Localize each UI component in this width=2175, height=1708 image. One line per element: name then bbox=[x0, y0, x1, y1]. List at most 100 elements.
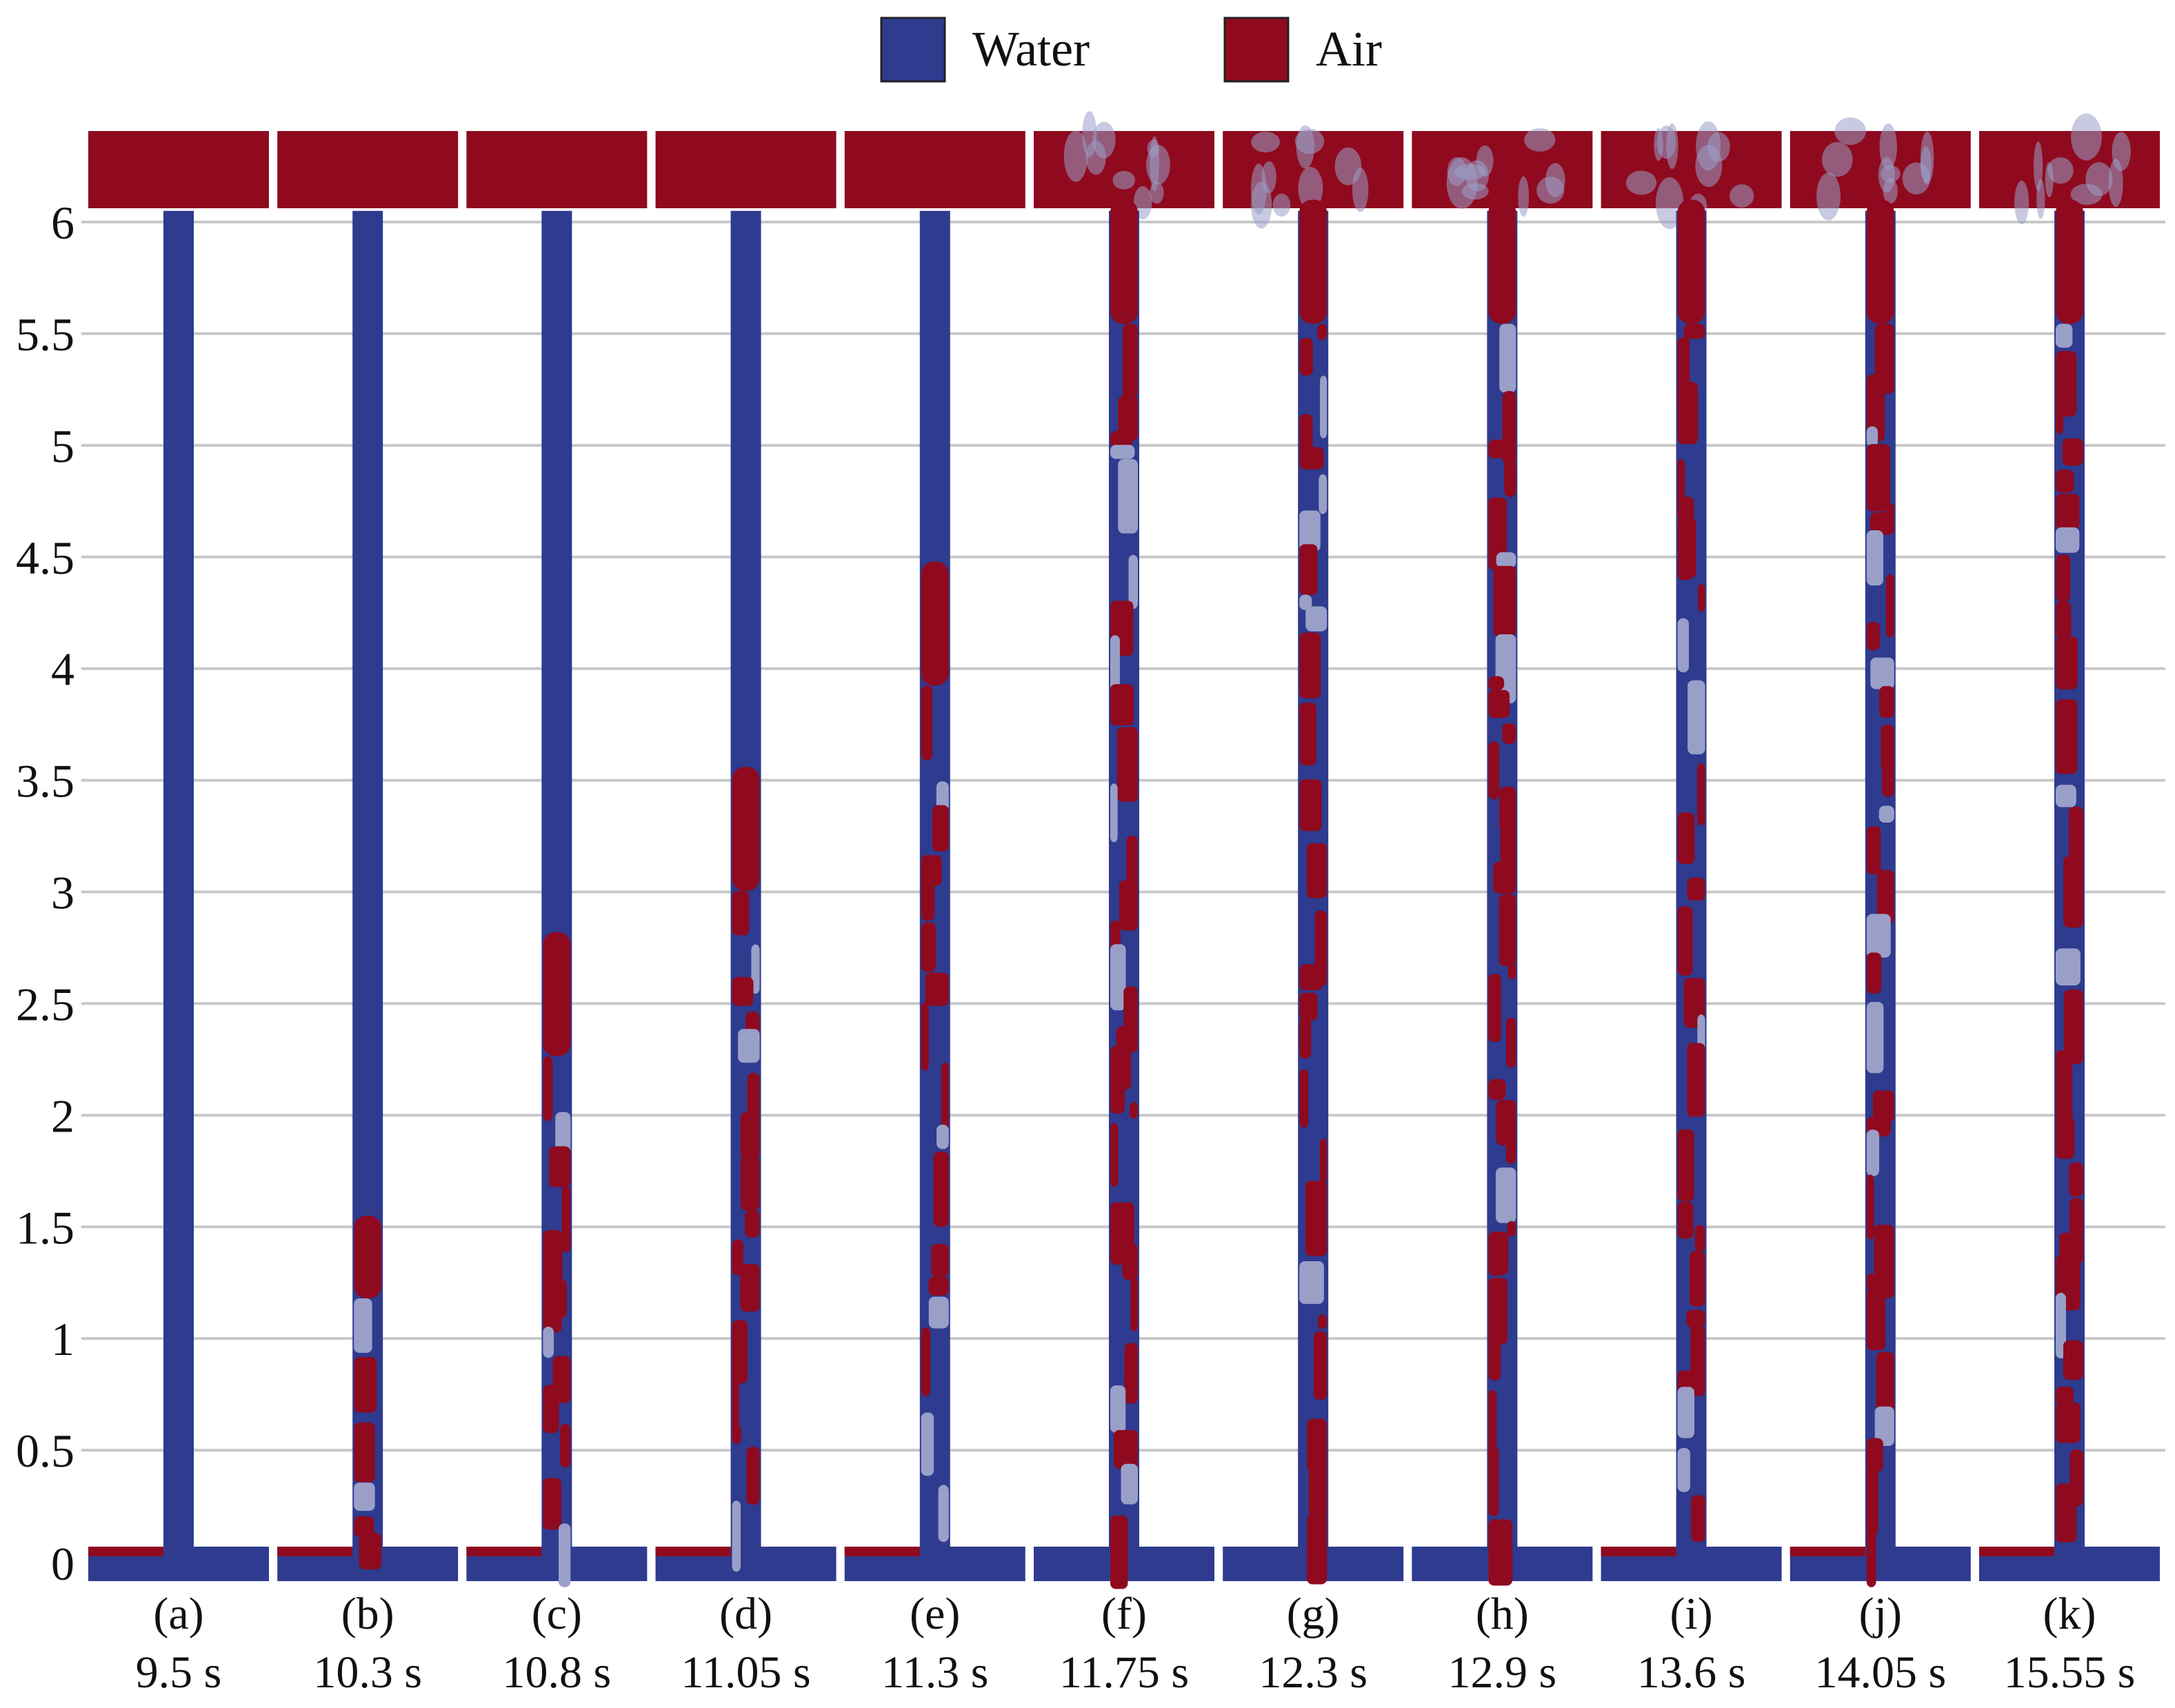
air-pocket bbox=[1110, 445, 1135, 459]
pool-air-layer bbox=[1601, 1547, 1676, 1556]
air-pocket bbox=[354, 1516, 374, 1537]
pool-air-layer bbox=[844, 1547, 920, 1556]
air-pocket bbox=[2056, 785, 2076, 807]
air-pocket bbox=[1677, 812, 1695, 865]
panel-b: (b) 10.3 s bbox=[277, 131, 459, 1698]
air-pocket bbox=[2056, 1117, 2075, 1159]
air-pocket bbox=[359, 1532, 382, 1569]
air-pocket bbox=[1686, 1309, 1705, 1328]
air-pocket bbox=[1110, 1045, 1132, 1090]
legend-water-swatch bbox=[880, 17, 946, 83]
air-pocket bbox=[1872, 1090, 1894, 1123]
air-pocket bbox=[1488, 1519, 1513, 1586]
air-pocket bbox=[1488, 974, 1501, 1043]
air-pocket bbox=[2056, 554, 2071, 601]
y-tick-label: 0 bbox=[51, 1538, 74, 1590]
air-pocket bbox=[1299, 1261, 1324, 1305]
air-pocket bbox=[354, 1356, 377, 1413]
air-pocket bbox=[1113, 1429, 1138, 1469]
air-pocket bbox=[1866, 914, 1891, 958]
panel-time: 10.8 s bbox=[503, 1647, 612, 1698]
air-slug bbox=[921, 561, 949, 686]
air-pocket bbox=[1305, 606, 1327, 632]
air-pocket bbox=[1499, 786, 1516, 832]
air-pocket bbox=[1306, 843, 1327, 898]
air-pocket bbox=[543, 1327, 554, 1358]
mix-streak bbox=[2033, 141, 2043, 192]
air-pocket bbox=[354, 1298, 372, 1354]
panels: (a) 9.5 s (b) 10.3 s (c) 10.8 s (d) 11.05 s (e) 1… bbox=[88, 111, 2160, 1698]
air-pocket bbox=[1866, 1438, 1883, 1472]
mix-streak bbox=[1298, 167, 1323, 210]
air-pocket bbox=[938, 1485, 949, 1543]
panel-c: (c) 10.8 s bbox=[466, 131, 648, 1698]
air-pocket bbox=[932, 805, 949, 852]
air-pocket bbox=[738, 1029, 760, 1063]
air-pocket bbox=[543, 1056, 553, 1121]
legend-air-label: Air bbox=[1316, 21, 1382, 77]
air-slug bbox=[1110, 199, 1138, 324]
panel-label: (a) bbox=[153, 1589, 203, 1639]
mix-streak bbox=[1150, 181, 1164, 204]
air-pocket bbox=[354, 1483, 375, 1511]
air-slug bbox=[543, 932, 571, 1056]
air-pocket bbox=[1885, 574, 1894, 638]
mix-streak bbox=[1334, 147, 1362, 185]
air-pocket bbox=[1488, 1447, 1499, 1516]
air-pocket bbox=[732, 1424, 741, 1445]
air-pocket bbox=[2056, 1050, 2073, 1123]
top-reservoir bbox=[1601, 131, 1782, 208]
air-pocket bbox=[2056, 494, 2080, 530]
air-slug bbox=[1866, 199, 1894, 324]
air-pocket bbox=[1299, 544, 1318, 596]
air-pocket bbox=[1130, 1277, 1138, 1332]
air-pocket bbox=[1317, 1314, 1327, 1329]
air-pocket bbox=[1299, 779, 1322, 832]
air-pocket bbox=[2069, 1162, 2083, 1197]
air-pocket bbox=[1122, 1243, 1138, 1280]
air-pocket bbox=[1504, 460, 1516, 497]
panel-label: (k) bbox=[2043, 1589, 2096, 1639]
air-pocket bbox=[2063, 989, 2083, 1065]
panel-time: 14.05 s bbox=[1814, 1647, 1946, 1698]
air-pocket bbox=[543, 1303, 562, 1333]
mix-streak bbox=[1082, 111, 1097, 158]
air-pocket bbox=[354, 1423, 375, 1483]
air-pocket bbox=[1299, 1017, 1312, 1059]
air-pocket bbox=[2056, 699, 2078, 774]
mix-streak bbox=[1251, 181, 1272, 229]
air-pocket bbox=[1493, 861, 1516, 894]
air-pocket bbox=[928, 1296, 949, 1329]
air-pocket bbox=[2056, 636, 2078, 690]
panel-label: (d) bbox=[719, 1589, 772, 1639]
mix-streak bbox=[1518, 176, 1530, 217]
y-tick-label: 1.5 bbox=[16, 1201, 74, 1254]
air-pocket bbox=[1124, 1343, 1138, 1404]
air-pocket bbox=[1500, 821, 1516, 872]
pool-air-layer bbox=[466, 1547, 542, 1556]
mix-streak bbox=[1063, 130, 1088, 182]
panel-label: (c) bbox=[532, 1589, 582, 1639]
panel-time: 11.3 s bbox=[881, 1647, 988, 1698]
air-pocket bbox=[1698, 583, 1705, 612]
air-pocket bbox=[1320, 375, 1327, 439]
air-pocket bbox=[1882, 756, 1894, 797]
air-pocket bbox=[936, 781, 949, 812]
air-pocket bbox=[1116, 727, 1138, 802]
air-pocket bbox=[1505, 1017, 1516, 1068]
top-reservoir bbox=[655, 131, 836, 208]
air-pocket bbox=[1110, 430, 1133, 448]
air-pocket bbox=[1110, 783, 1118, 843]
air-pocket bbox=[1866, 444, 1890, 512]
air-pocket bbox=[931, 1243, 949, 1277]
mix-streak bbox=[1654, 128, 1663, 161]
panel-time: 11.05 s bbox=[681, 1647, 810, 1698]
air-pocket bbox=[1677, 618, 1690, 673]
air-pocket bbox=[2069, 1198, 2083, 1237]
air-pocket bbox=[543, 1230, 563, 1287]
air-pocket bbox=[1110, 635, 1120, 691]
air-pocket bbox=[543, 1478, 562, 1530]
air-pocket bbox=[1110, 1385, 1126, 1434]
legend-water-label: Water bbox=[972, 21, 1090, 77]
